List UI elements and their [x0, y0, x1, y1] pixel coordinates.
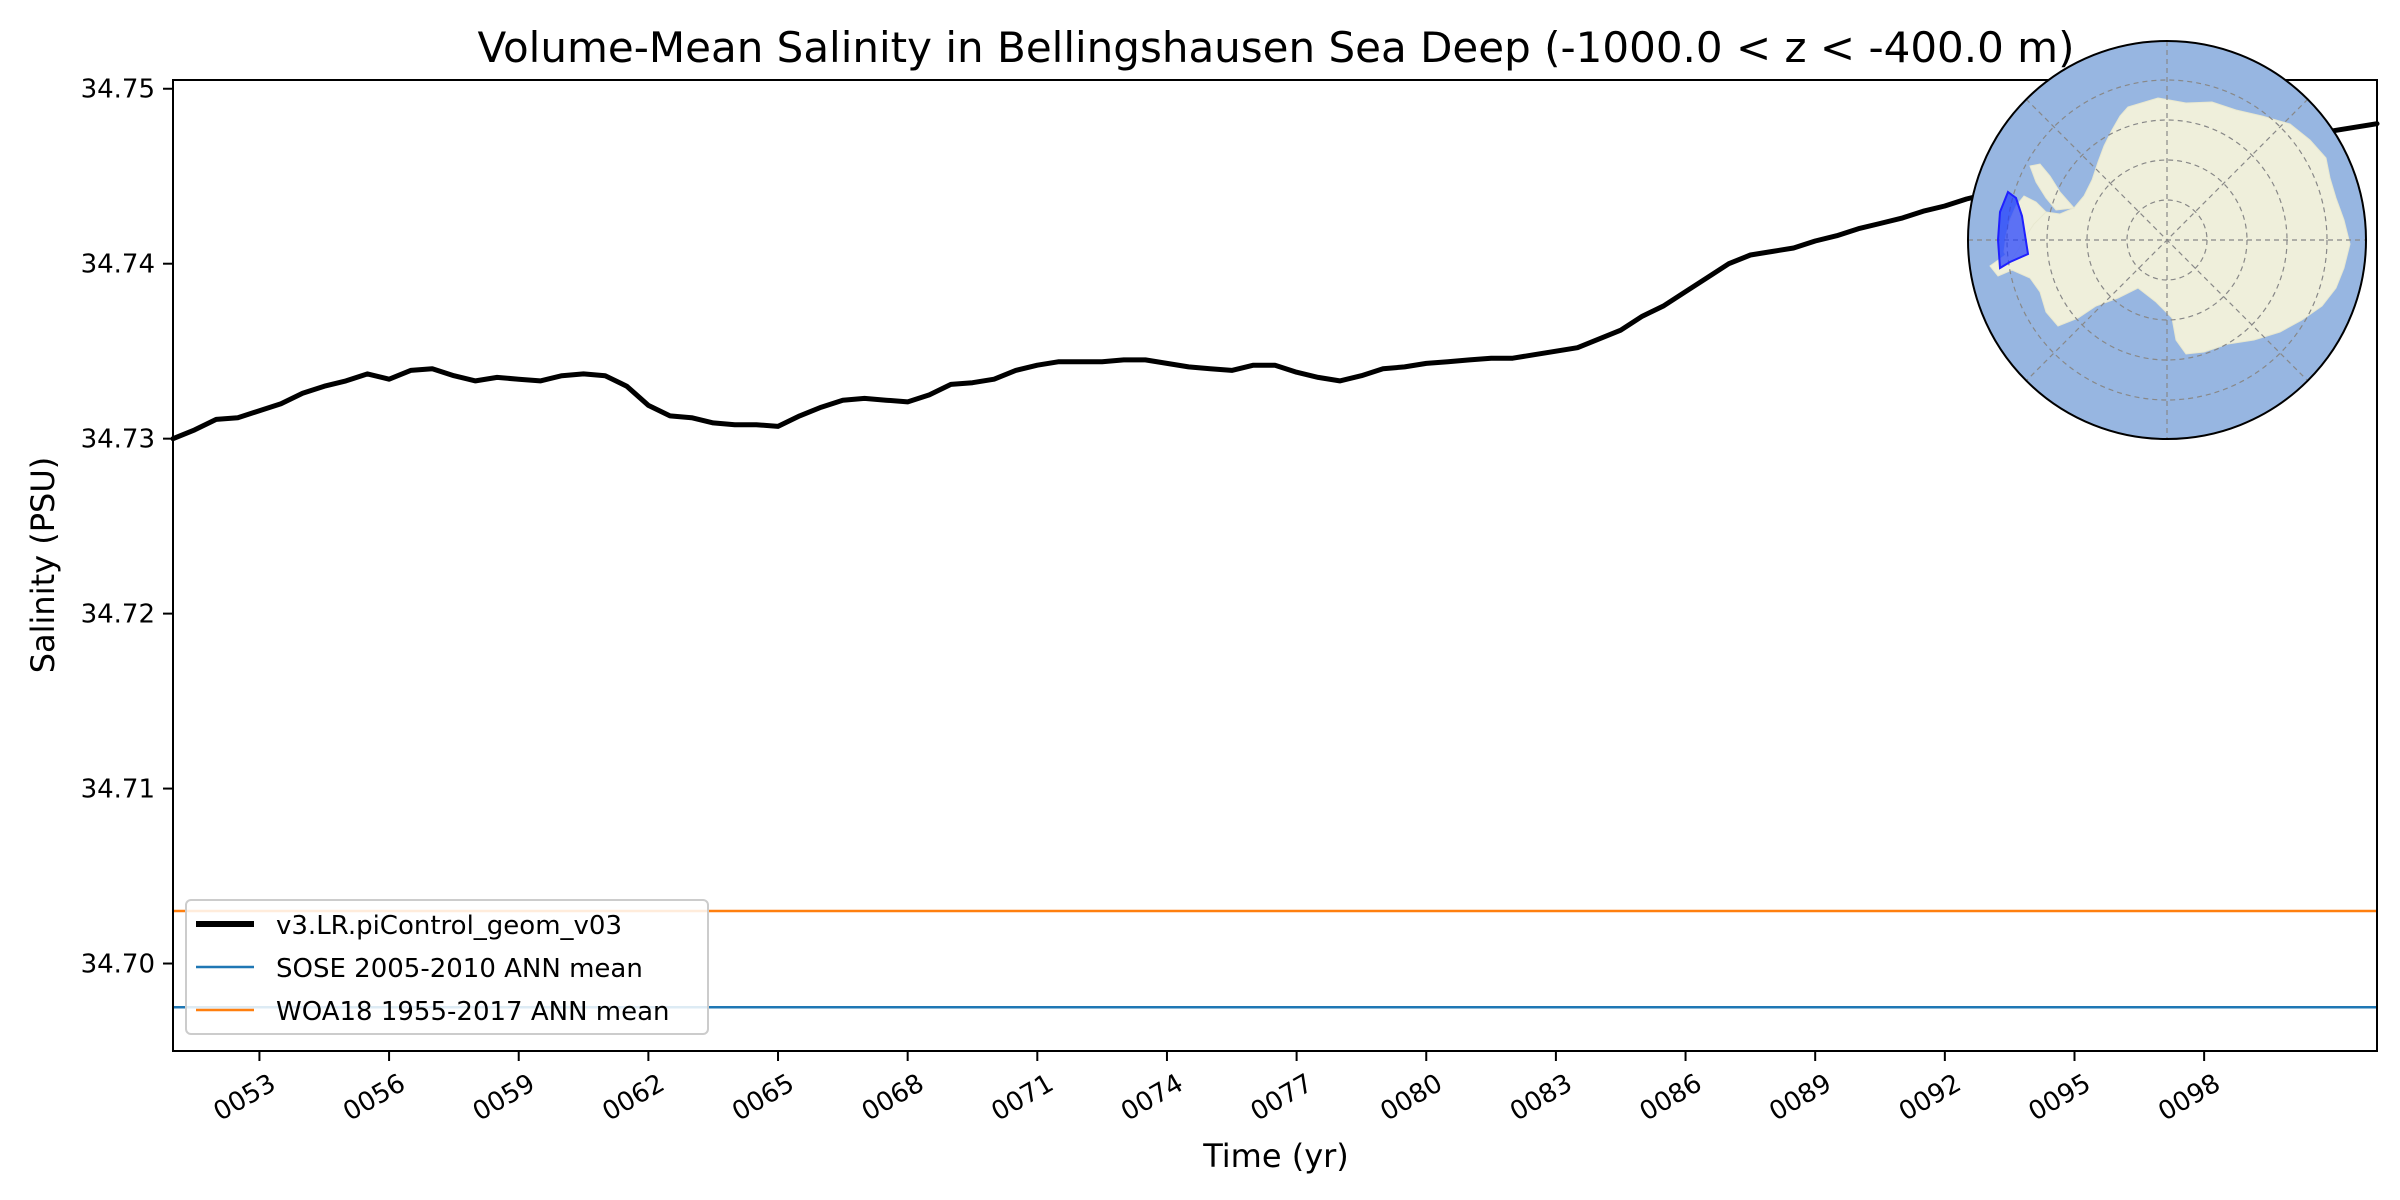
- y-tick-label: 34.73: [81, 425, 155, 455]
- legend-box: [185, 899, 709, 1035]
- ronne-shelf: [2029, 163, 2076, 211]
- plot-frame: [172, 79, 2378, 1052]
- inset-map: [1967, 40, 2367, 440]
- legend: v3.LR.piControl_geom_v03 SOSE 2005-2010 …: [185, 899, 709, 1035]
- legend-label-model: v3.LR.piControl_geom_v03: [276, 911, 622, 941]
- map-border: [1967, 40, 2367, 440]
- graticule: [1968, 41, 2366, 439]
- chart-title: Volume-Mean Salinity in Bellingshausen S…: [478, 23, 2075, 72]
- y-axis-label: Salinity (PSU): [24, 457, 62, 674]
- x-axis-label: Time (yr): [1202, 1137, 1349, 1175]
- y-tick-label: 34.70: [81, 950, 155, 980]
- antarctica-landmass: [1989, 97, 2351, 355]
- legend-label-sose: SOSE 2005-2010 ANN mean: [276, 954, 643, 984]
- y-tick-label: 34.74: [81, 250, 155, 280]
- legend-label-woa18: WOA18 1955-2017 ANN mean: [276, 997, 670, 1027]
- y-tick-label: 34.72: [81, 600, 155, 630]
- bellingshausen-region: [1996, 190, 2030, 270]
- y-axis: 34.70 34.71 34.72 34.73 34.74 34.75: [81, 75, 173, 980]
- y-tick-label: 34.75: [81, 75, 155, 105]
- y-tick-label: 34.71: [81, 775, 155, 805]
